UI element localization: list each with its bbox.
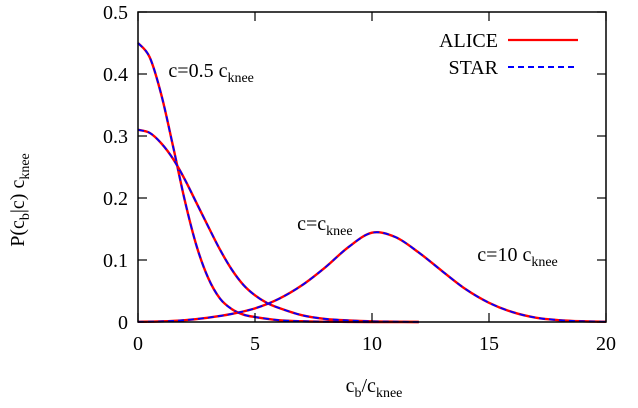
legend-label-star: STAR [448,57,498,79]
legend-label-alice: ALICE [439,30,498,52]
x-tick-label: 20 [596,333,616,355]
x-tick-label: 10 [362,333,382,355]
ticks-layer: 0 5 10 15 20 0 0.1 0.2 0.3 0.4 0.5 [103,2,616,355]
x-tick-label: 0 [133,333,143,355]
y-axis-label: P(cb|c) cknee [7,153,33,247]
legend: ALICE STAR [439,30,578,79]
curves-layer [137,42,607,324]
x-axis-label: cb/cknee [346,375,403,401]
y-tick-label: 0.3 [103,126,128,148]
y-tick-label: 0 [118,312,128,334]
x-tick-label: 15 [479,333,499,355]
alice-curve-1 [137,128,419,324]
y-tick-label: 0.4 [103,64,128,86]
alice-curve-0 [137,42,419,324]
alice-curve-2 [137,231,607,324]
y-tick-label: 0.5 [103,2,128,24]
x-tick-label: 5 [250,333,260,355]
annotation-c-0-5: c=0.5 cknee [168,60,253,86]
annotation-c-10: c=10 cknee [477,244,557,270]
y-tick-label: 0.2 [103,188,128,210]
star-curve-1 [137,128,419,323]
y-tick-label: 0.1 [103,250,128,272]
annotation-c-1: c=cknee [297,213,352,239]
